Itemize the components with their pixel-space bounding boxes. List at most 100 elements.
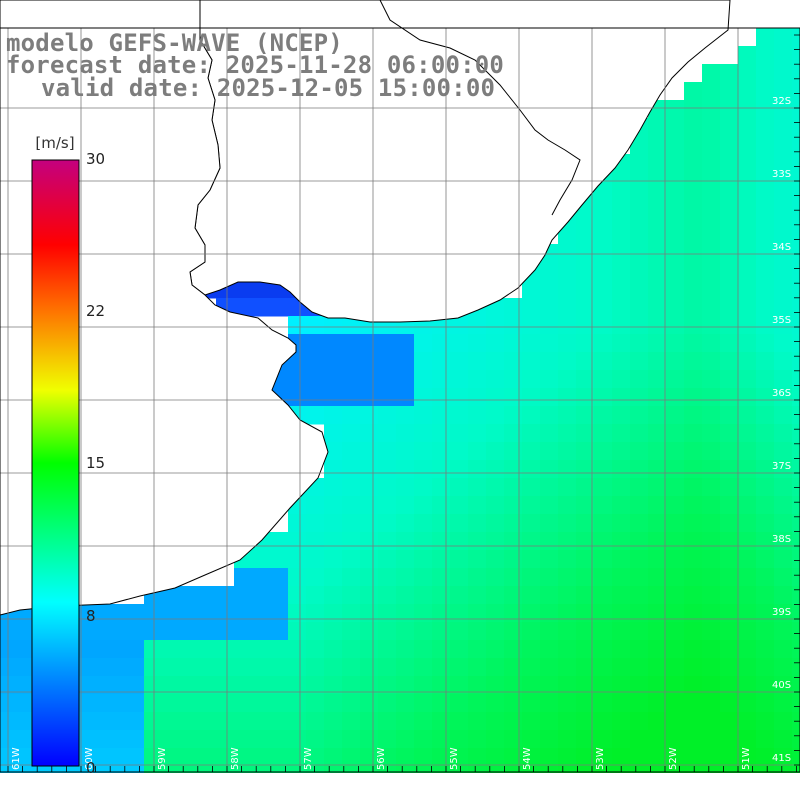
wind-speed-cell — [0, 676, 19, 695]
wind-speed-cell — [252, 586, 271, 605]
wind-speed-cell — [702, 712, 721, 731]
wind-speed-cell — [576, 262, 595, 281]
wind-speed-cell — [504, 406, 523, 425]
wind-speed-cell — [576, 478, 595, 497]
wind-speed-cell — [594, 262, 613, 281]
colorbar-tick-0: 0 — [86, 759, 96, 777]
wind-speed-cell — [576, 316, 595, 335]
wind-speed-cell — [162, 676, 181, 695]
wind-speed-cell — [792, 586, 800, 605]
wind-speed-cell — [432, 586, 451, 605]
latitude-label: 36S — [772, 388, 791, 399]
wind-speed-cell — [342, 424, 361, 443]
wind-speed-cell — [360, 550, 379, 569]
wind-speed-cell — [630, 712, 649, 731]
wind-speed-cell — [108, 622, 127, 641]
wind-speed-cell — [324, 658, 343, 677]
wind-speed-cell — [540, 496, 559, 515]
wind-speed-cell — [252, 712, 271, 731]
wind-speed-cell — [756, 352, 775, 371]
wind-speed-cell — [450, 712, 469, 731]
wind-speed-cell — [450, 406, 469, 425]
wind-speed-cell — [522, 568, 541, 587]
wind-speed-cell — [666, 406, 685, 425]
wind-speed-cell — [594, 532, 613, 551]
wind-speed-cell — [342, 586, 361, 605]
wind-speed-cell — [558, 478, 577, 497]
wind-speed-cell — [648, 658, 667, 677]
wind-speed-cell — [540, 298, 559, 317]
wind-speed-cell — [0, 730, 19, 749]
wind-speed-cell — [774, 640, 793, 659]
wind-speed-cell — [450, 496, 469, 515]
wind-speed-cell — [558, 550, 577, 569]
wind-speed-cell — [378, 622, 397, 641]
wind-speed-cell — [558, 532, 577, 551]
wind-speed-cell — [360, 478, 379, 497]
longitude-label: 58W — [230, 747, 241, 770]
wind-speed-cell — [396, 604, 415, 623]
wind-speed-cell — [522, 532, 541, 551]
colorbar-unit: [m/s] — [32, 132, 78, 154]
wind-speed-cell — [414, 478, 433, 497]
wind-speed-cell — [342, 388, 361, 407]
wind-speed-cell — [288, 658, 307, 677]
wind-speed-cell — [450, 388, 469, 407]
wind-speed-cell — [234, 730, 253, 749]
wind-speed-cell — [738, 496, 757, 515]
wind-speed-cell — [720, 568, 739, 587]
wind-speed-cell — [432, 748, 451, 767]
wind-speed-cell — [576, 334, 595, 353]
wind-speed-cell — [450, 730, 469, 749]
wind-speed-cell — [612, 712, 631, 731]
wind-speed-cell — [774, 748, 793, 767]
wind-speed-cell — [792, 730, 800, 749]
wind-speed-cell — [342, 352, 361, 371]
wind-speed-cell — [648, 190, 667, 209]
wind-speed-cell — [684, 316, 703, 335]
wind-speed-cell — [108, 658, 127, 677]
wind-speed-cell — [414, 694, 433, 713]
wind-speed-cell — [306, 622, 325, 641]
wind-speed-cell — [540, 370, 559, 389]
wind-speed-cell — [612, 694, 631, 713]
wind-speed-cell — [522, 550, 541, 569]
wind-speed-cell — [180, 730, 199, 749]
wind-speed-cell — [540, 568, 559, 587]
wind-speed-cell — [774, 46, 793, 65]
wind-speed-cell — [396, 586, 415, 605]
wind-speed-cell — [360, 496, 379, 515]
wind-speed-cell — [360, 694, 379, 713]
wind-speed-cell — [720, 514, 739, 533]
wind-speed-cell — [792, 460, 800, 479]
longitude-label: 60W — [84, 747, 95, 770]
wind-speed-cell — [720, 244, 739, 263]
wind-speed-cell — [630, 550, 649, 569]
wind-speed-cell — [558, 406, 577, 425]
wind-speed-cell — [540, 748, 559, 767]
wind-speed-cell — [90, 694, 109, 713]
wind-speed-cell — [702, 748, 721, 767]
wind-speed-cell — [720, 478, 739, 497]
wind-speed-cell — [576, 640, 595, 659]
wind-speed-cell — [252, 676, 271, 695]
wind-speed-cell — [738, 586, 757, 605]
wind-speed-cell — [288, 550, 307, 569]
wind-speed-cell — [756, 388, 775, 407]
wind-speed-cell — [738, 100, 757, 119]
wind-speed-cell — [540, 424, 559, 443]
wind-speed-cell — [522, 496, 541, 515]
wind-speed-cell — [360, 622, 379, 641]
wind-speed-cell — [504, 676, 523, 695]
wind-speed-cell — [558, 370, 577, 389]
wind-speed-cell — [720, 316, 739, 335]
wind-speed-cell — [216, 712, 235, 731]
wind-speed-cell — [648, 568, 667, 587]
wind-speed-cell — [414, 406, 433, 425]
wind-speed-cell — [306, 730, 325, 749]
wind-speed-cell — [396, 622, 415, 641]
wind-speed-cell — [594, 208, 613, 227]
wind-speed-cell — [774, 478, 793, 497]
wind-speed-cell — [540, 388, 559, 407]
wind-speed-cell — [774, 442, 793, 461]
